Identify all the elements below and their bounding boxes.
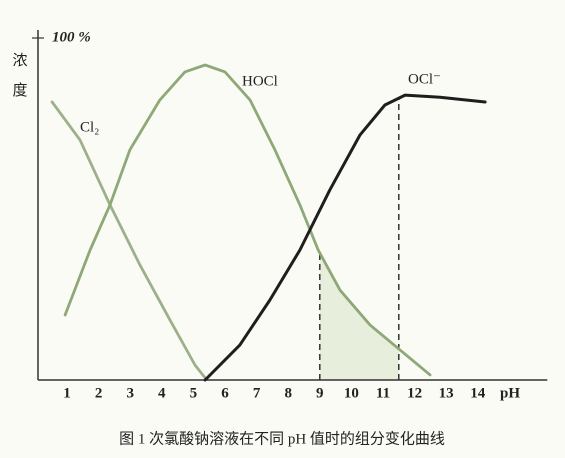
x-tick-label: 10 — [344, 385, 359, 401]
x-tick-label: 5 — [190, 385, 198, 401]
x-tick-label: 3 — [126, 385, 134, 401]
series-label: Cl₂ — [80, 119, 99, 135]
y-tick-label: 100 % — [52, 29, 91, 45]
x-tick-label: 9 — [316, 385, 324, 401]
x-tick-label: 6 — [221, 385, 229, 401]
x-tick-label: 11 — [376, 385, 390, 401]
curve — [50, 100, 207, 380]
x-tick-label: 14 — [470, 385, 486, 401]
curve — [203, 93, 487, 382]
x-tick-label: 2 — [95, 385, 103, 401]
series-label: OCl⁻ — [408, 71, 441, 87]
x-tick-label: 4 — [158, 385, 166, 401]
x-axis-label: pH — [500, 385, 520, 401]
y-axis-label: 浓度 — [12, 52, 27, 99]
x-tick-label: 12 — [407, 385, 422, 401]
series-label: HOCl — [242, 73, 278, 89]
caption: 图 1 次氯酸钠溶液在不同 pH 值时的组分变化曲线 — [119, 430, 445, 447]
x-tick-label: 8 — [284, 385, 292, 401]
x-tick-label: 1 — [63, 385, 71, 401]
x-tick-label: 7 — [253, 385, 261, 401]
x-tick-label: 13 — [439, 385, 454, 401]
curve — [63, 63, 432, 377]
shaded-area — [319, 252, 399, 380]
